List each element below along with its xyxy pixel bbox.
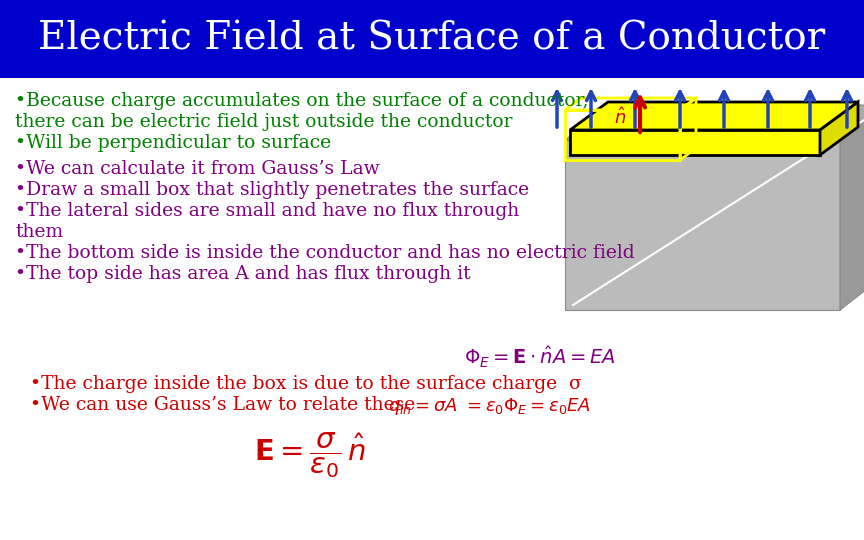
Text: •Because charge accumulates on the surface of a conductor,: •Because charge accumulates on the surfa… bbox=[15, 92, 588, 110]
Bar bbox=[0, 0, 864, 78]
Text: Electric Field at Surface of a Conductor: Electric Field at Surface of a Conductor bbox=[38, 21, 826, 57]
Text: •We can calculate it from Gauss’s Law: •We can calculate it from Gauss’s Law bbox=[15, 160, 379, 178]
Text: $\Phi_E = \mathbf{E} \cdot \hat{n}A = EA$: $\Phi_E = \mathbf{E} \cdot \hat{n}A = EA… bbox=[464, 345, 616, 370]
Polygon shape bbox=[565, 105, 864, 140]
Text: •The bottom side is inside the conductor and has no electric field: •The bottom side is inside the conductor… bbox=[15, 244, 635, 262]
Polygon shape bbox=[840, 105, 864, 310]
Polygon shape bbox=[570, 130, 820, 155]
Text: •Draw a small box that slightly penetrates the surface: •Draw a small box that slightly penetrat… bbox=[15, 181, 529, 199]
Text: •The charge inside the box is due to the surface charge  σ: •The charge inside the box is due to the… bbox=[30, 375, 581, 393]
Polygon shape bbox=[570, 102, 858, 130]
Text: •We can use Gauss’s Law to relate these: •We can use Gauss’s Law to relate these bbox=[30, 396, 416, 414]
Text: $q_{in} = \sigma A \ = \varepsilon_0\Phi_E = \varepsilon_0 EA$: $q_{in} = \sigma A \ = \varepsilon_0\Phi… bbox=[389, 396, 592, 417]
Polygon shape bbox=[820, 102, 858, 155]
Text: them: them bbox=[15, 223, 63, 241]
Text: •The lateral sides are small and have no flux through: •The lateral sides are small and have no… bbox=[15, 202, 519, 220]
Text: •The top side has area A and has flux through it: •The top side has area A and has flux th… bbox=[15, 265, 471, 283]
Text: $\hat{n}$: $\hat{n}$ bbox=[614, 107, 626, 129]
Text: $\mathbf{E} = \dfrac{\sigma}{\varepsilon_0}\,\hat{n}$: $\mathbf{E} = \dfrac{\sigma}{\varepsilon… bbox=[254, 430, 366, 480]
Text: there can be electric field just outside the conductor: there can be electric field just outside… bbox=[15, 113, 512, 131]
Polygon shape bbox=[565, 140, 840, 310]
Text: •Will be perpendicular to surface: •Will be perpendicular to surface bbox=[15, 134, 331, 152]
